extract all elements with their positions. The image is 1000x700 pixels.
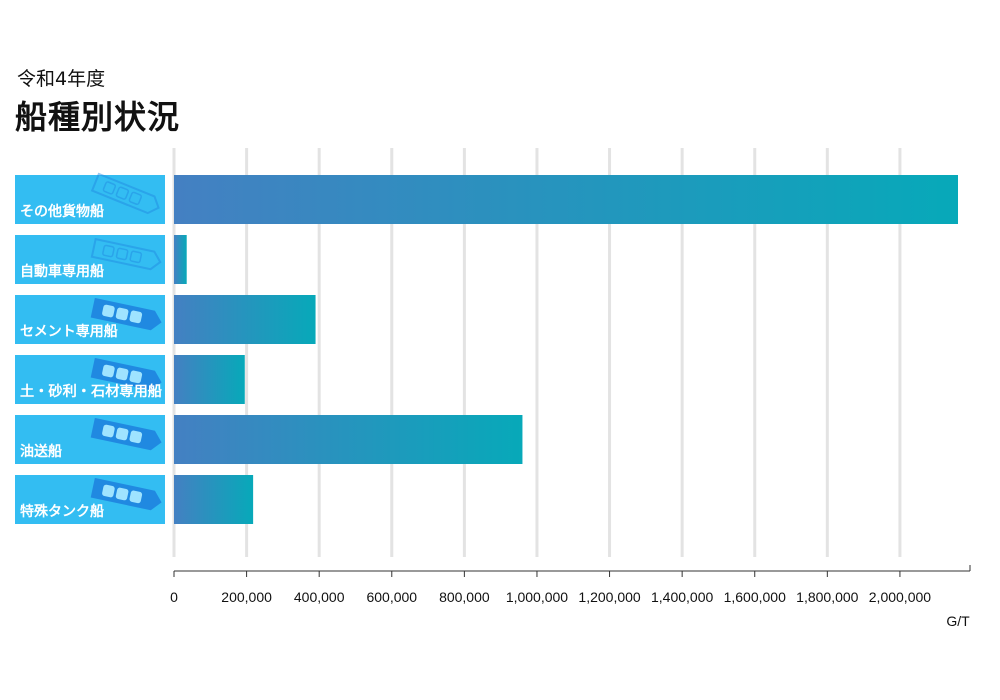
x-tick-label: 200,000 bbox=[221, 589, 272, 605]
x-tick-label: 1,200,000 bbox=[578, 589, 640, 605]
category-label: その他貨物船 bbox=[20, 203, 104, 220]
x-tick-label: 600,000 bbox=[366, 589, 417, 605]
oil-tanker-icon bbox=[90, 417, 162, 451]
category-label-block: セメント専用船 bbox=[15, 295, 165, 344]
special-tanker-icon bbox=[90, 477, 162, 511]
category-label: セメント専用船 bbox=[20, 323, 118, 340]
bar bbox=[174, 355, 245, 404]
x-tick-label: 400,000 bbox=[294, 589, 345, 605]
car-carrier-icon bbox=[90, 237, 162, 271]
chart-title: 船種別状況 bbox=[15, 98, 181, 136]
category-label-block: その他貨物船 bbox=[15, 172, 165, 224]
category-label: 土・砂利・石材専用船 bbox=[20, 383, 162, 400]
x-axis-unit-label: G/T bbox=[946, 613, 970, 629]
gravel-carrier-icon bbox=[90, 357, 162, 391]
bar bbox=[174, 175, 958, 224]
x-tick-label: 1,600,000 bbox=[724, 589, 786, 605]
x-axis: 0 200,000 400,000 600,000 800,000 1,000,000 1,… bbox=[170, 565, 971, 629]
bar bbox=[174, 235, 187, 284]
category-label-bg bbox=[15, 235, 165, 284]
x-tick-label: 2,000,000 bbox=[869, 589, 931, 605]
category-label: 油送船 bbox=[20, 443, 62, 460]
bar bbox=[174, 415, 523, 464]
cement-carrier-icon bbox=[90, 297, 162, 331]
category-label: 自動車専用船 bbox=[20, 263, 104, 280]
bar bbox=[174, 475, 254, 524]
x-tick-label: 1,000,000 bbox=[506, 589, 568, 605]
x-tick-label: 1,400,000 bbox=[651, 589, 713, 605]
category-label-bg bbox=[15, 175, 165, 224]
chart-subtitle: 令和4年度 bbox=[17, 68, 106, 90]
cargo-ship-icon bbox=[90, 172, 160, 215]
bars bbox=[174, 175, 958, 524]
bar bbox=[174, 295, 316, 344]
category-label-block: 自動車専用船 bbox=[15, 235, 165, 284]
category-label-block: 土・砂利・石材専用船 bbox=[15, 355, 165, 404]
x-tick-label: 1,800,000 bbox=[796, 589, 858, 605]
category-label-block: 特殊タンク船 bbox=[15, 475, 165, 524]
x-tick-label: 0 bbox=[170, 589, 178, 605]
category-label-block: 油送船 bbox=[15, 415, 165, 464]
x-tick-label: 800,000 bbox=[439, 589, 490, 605]
category-label: 特殊タンク船 bbox=[20, 503, 104, 520]
